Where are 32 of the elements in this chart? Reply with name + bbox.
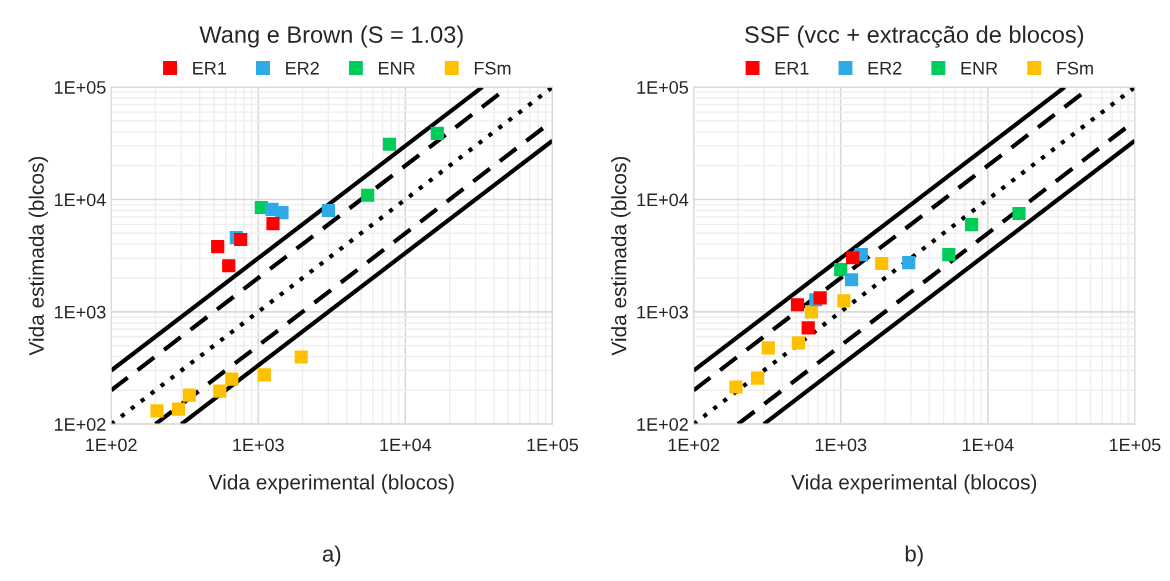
x-tick-label: 1E+05	[1109, 438, 1161, 452]
text: b)	[905, 545, 923, 567]
legend-label: FSm	[1057, 61, 1093, 75]
chart-title: Wang e Brown (S = 1.03)	[199, 25, 463, 48]
legend-label: ER1	[193, 61, 226, 75]
x-tick-label: 1E+04	[962, 438, 1014, 452]
x-tick-label: 1E+03	[233, 438, 284, 452]
chart-title: SSF (vcc + extracção de blocos)	[745, 25, 1084, 48]
legend-label: ENR	[961, 61, 998, 75]
legend-label: ER1	[775, 61, 809, 75]
x-tick-label: 1E+05	[527, 438, 579, 452]
y-tick-label: 1E+05	[54, 81, 106, 94]
y-tick-label: 1E+02	[54, 418, 106, 431]
legend-label: FSm	[474, 61, 511, 75]
legend-label: ER2	[868, 61, 902, 75]
y-axis-title: Vida estimada (blcos)	[28, 156, 49, 356]
text: a)	[322, 545, 341, 567]
x-axis-title: Vida experimental (blocos)	[791, 474, 1037, 494]
y-tick-label: 1E+02	[637, 418, 688, 431]
y-tick-label: 1E+03	[637, 305, 688, 319]
y-tick-label: 1E+05	[637, 81, 689, 94]
x-tick-label: 1E+04	[380, 438, 432, 452]
y-axis-title: Vida estimada (blcos)	[611, 156, 631, 356]
x-tick-label: 1E+03	[815, 438, 867, 452]
y-tick-label: 1E+04	[54, 193, 106, 207]
x-tick-label: 1E+02	[86, 438, 137, 452]
y-tick-label: 1E+03	[54, 305, 106, 319]
legend-label: ER2	[286, 61, 319, 75]
x-axis-title: Vida experimental (blocos)	[208, 474, 454, 494]
legend-label: ENR	[379, 61, 415, 75]
y-tick-label: 1E+04	[637, 193, 689, 207]
x-tick-label: 1E+02	[668, 438, 720, 452]
